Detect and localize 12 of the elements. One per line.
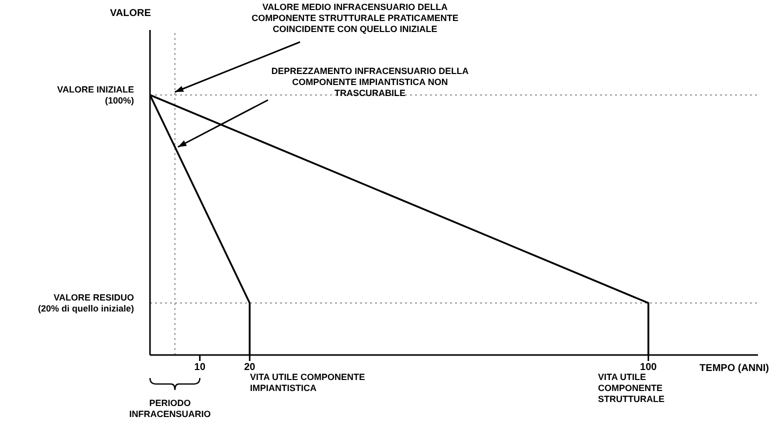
annotation: VALORE MEDIO INFRACENSUARIO DELLA COMPONENTE STRUTTURALE PRATICAMENTE COINCIDENTE CON QUELLO INIZIALE bbox=[250, 2, 460, 35]
text: VITA UTILE COMPONENTE STRUTTURALE bbox=[598, 372, 666, 405]
x-tick-label: 20 bbox=[244, 362, 256, 374]
annotation: DEPREZZAMENTO INFRACENSUARIO DELLA COMPONENTE IMPIANTISTICA NON TRASCURABILE bbox=[270, 66, 470, 99]
y-axis-title: VALORE bbox=[110, 8, 151, 19]
y-tick-label: VALORE RESIDUO (20% di quello iniziale) bbox=[38, 292, 134, 314]
y-tick-label: VALORE INIZIALE (100%) bbox=[57, 84, 134, 106]
x-axis-title: TEMPO (ANNI) bbox=[700, 363, 769, 374]
text: VITA UTILE COMPONENTE IMPIANTISTICA bbox=[250, 372, 366, 394]
x-tick-label: 100 bbox=[640, 362, 658, 374]
x-tick-label: 10 bbox=[194, 362, 206, 374]
text: PERIODO INFRACENSUARIO bbox=[128, 398, 212, 420]
